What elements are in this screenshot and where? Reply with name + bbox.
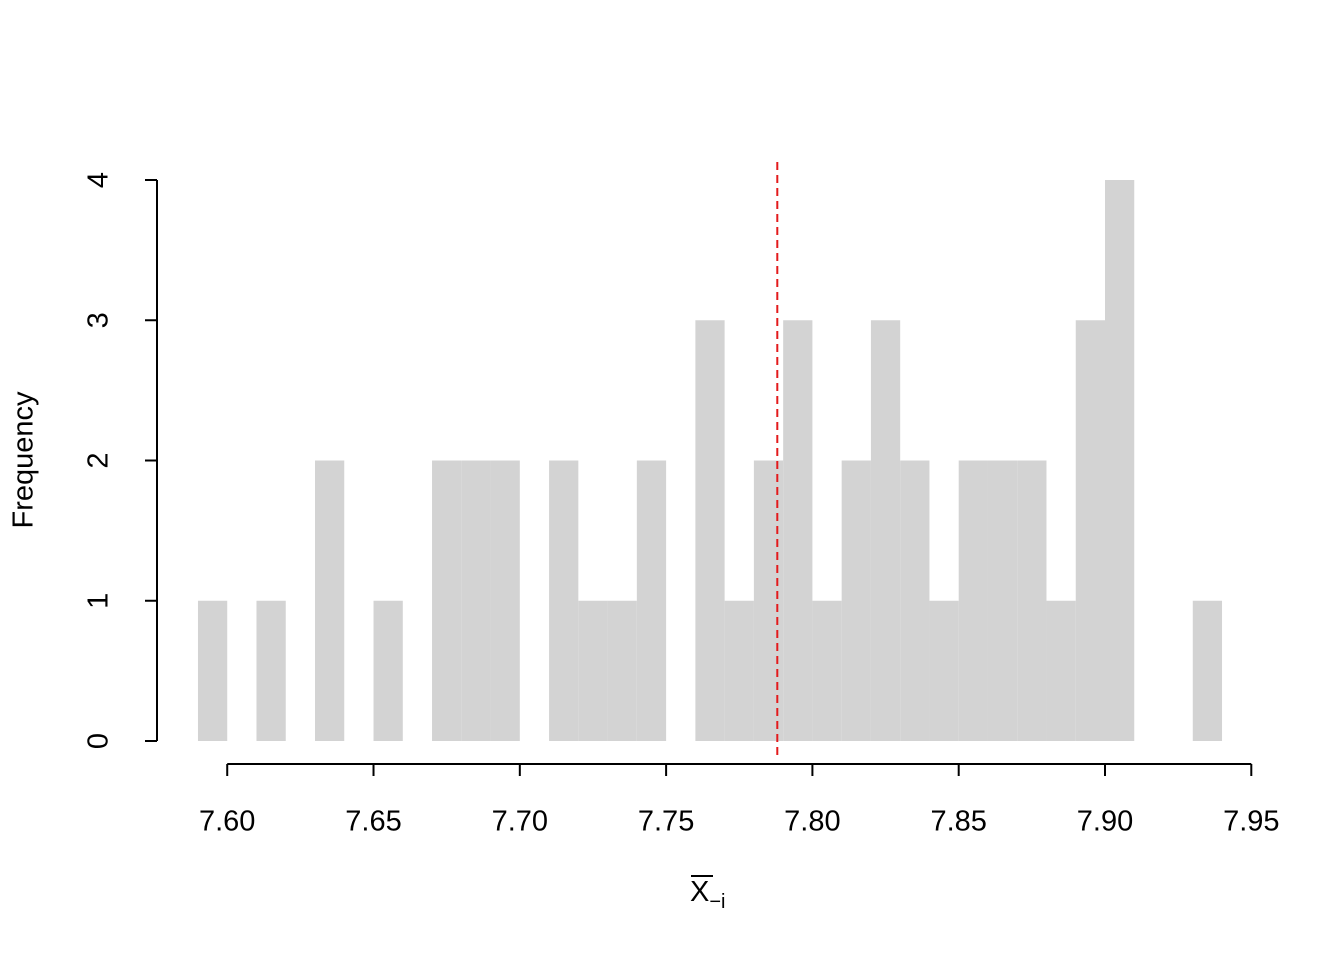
bar bbox=[870, 320, 901, 741]
y-tick-label: 1 bbox=[83, 593, 115, 609]
bar bbox=[461, 460, 491, 741]
bar bbox=[1046, 600, 1076, 741]
x-axis-label-base: X bbox=[690, 876, 709, 908]
bar bbox=[753, 460, 784, 741]
x-tick-label: 7.70 bbox=[492, 806, 548, 838]
bar bbox=[900, 460, 930, 741]
bar bbox=[432, 460, 462, 741]
x-tick-label: 7.75 bbox=[638, 806, 694, 838]
bar bbox=[724, 600, 754, 741]
bar bbox=[929, 600, 959, 741]
bar bbox=[549, 460, 579, 741]
y-axis-label: Frequency bbox=[8, 391, 40, 529]
x-tick-label: 7.65 bbox=[345, 806, 401, 838]
x-tick-label: 7.95 bbox=[1223, 806, 1279, 838]
bar bbox=[1105, 180, 1135, 741]
bar bbox=[958, 460, 988, 741]
bar bbox=[841, 460, 871, 741]
bar bbox=[1075, 320, 1105, 741]
x-axis-label-subscript: −i bbox=[709, 891, 725, 913]
x-axis-label: X−i bbox=[690, 876, 725, 914]
y-tick-label: 3 bbox=[83, 312, 115, 328]
bar bbox=[315, 460, 345, 741]
bar bbox=[373, 600, 403, 741]
y-tick-label: 2 bbox=[83, 452, 115, 468]
y-tick-label: 4 bbox=[83, 172, 115, 188]
bar bbox=[197, 600, 228, 741]
y-tick-label: 0 bbox=[83, 733, 115, 749]
bar bbox=[490, 460, 520, 741]
x-tick-label: 7.80 bbox=[784, 806, 840, 838]
bar bbox=[1192, 600, 1223, 741]
bar bbox=[256, 600, 286, 741]
bar bbox=[578, 600, 608, 741]
x-tick-label: 7.85 bbox=[930, 806, 986, 838]
bar bbox=[987, 460, 1018, 741]
x-tick-label: 7.90 bbox=[1077, 806, 1133, 838]
bar bbox=[1017, 460, 1047, 741]
bar bbox=[812, 600, 842, 741]
bar bbox=[636, 460, 667, 741]
bar bbox=[607, 600, 637, 741]
bar bbox=[783, 320, 813, 741]
bar bbox=[695, 320, 725, 741]
x-tick-label: 7.60 bbox=[199, 806, 255, 838]
